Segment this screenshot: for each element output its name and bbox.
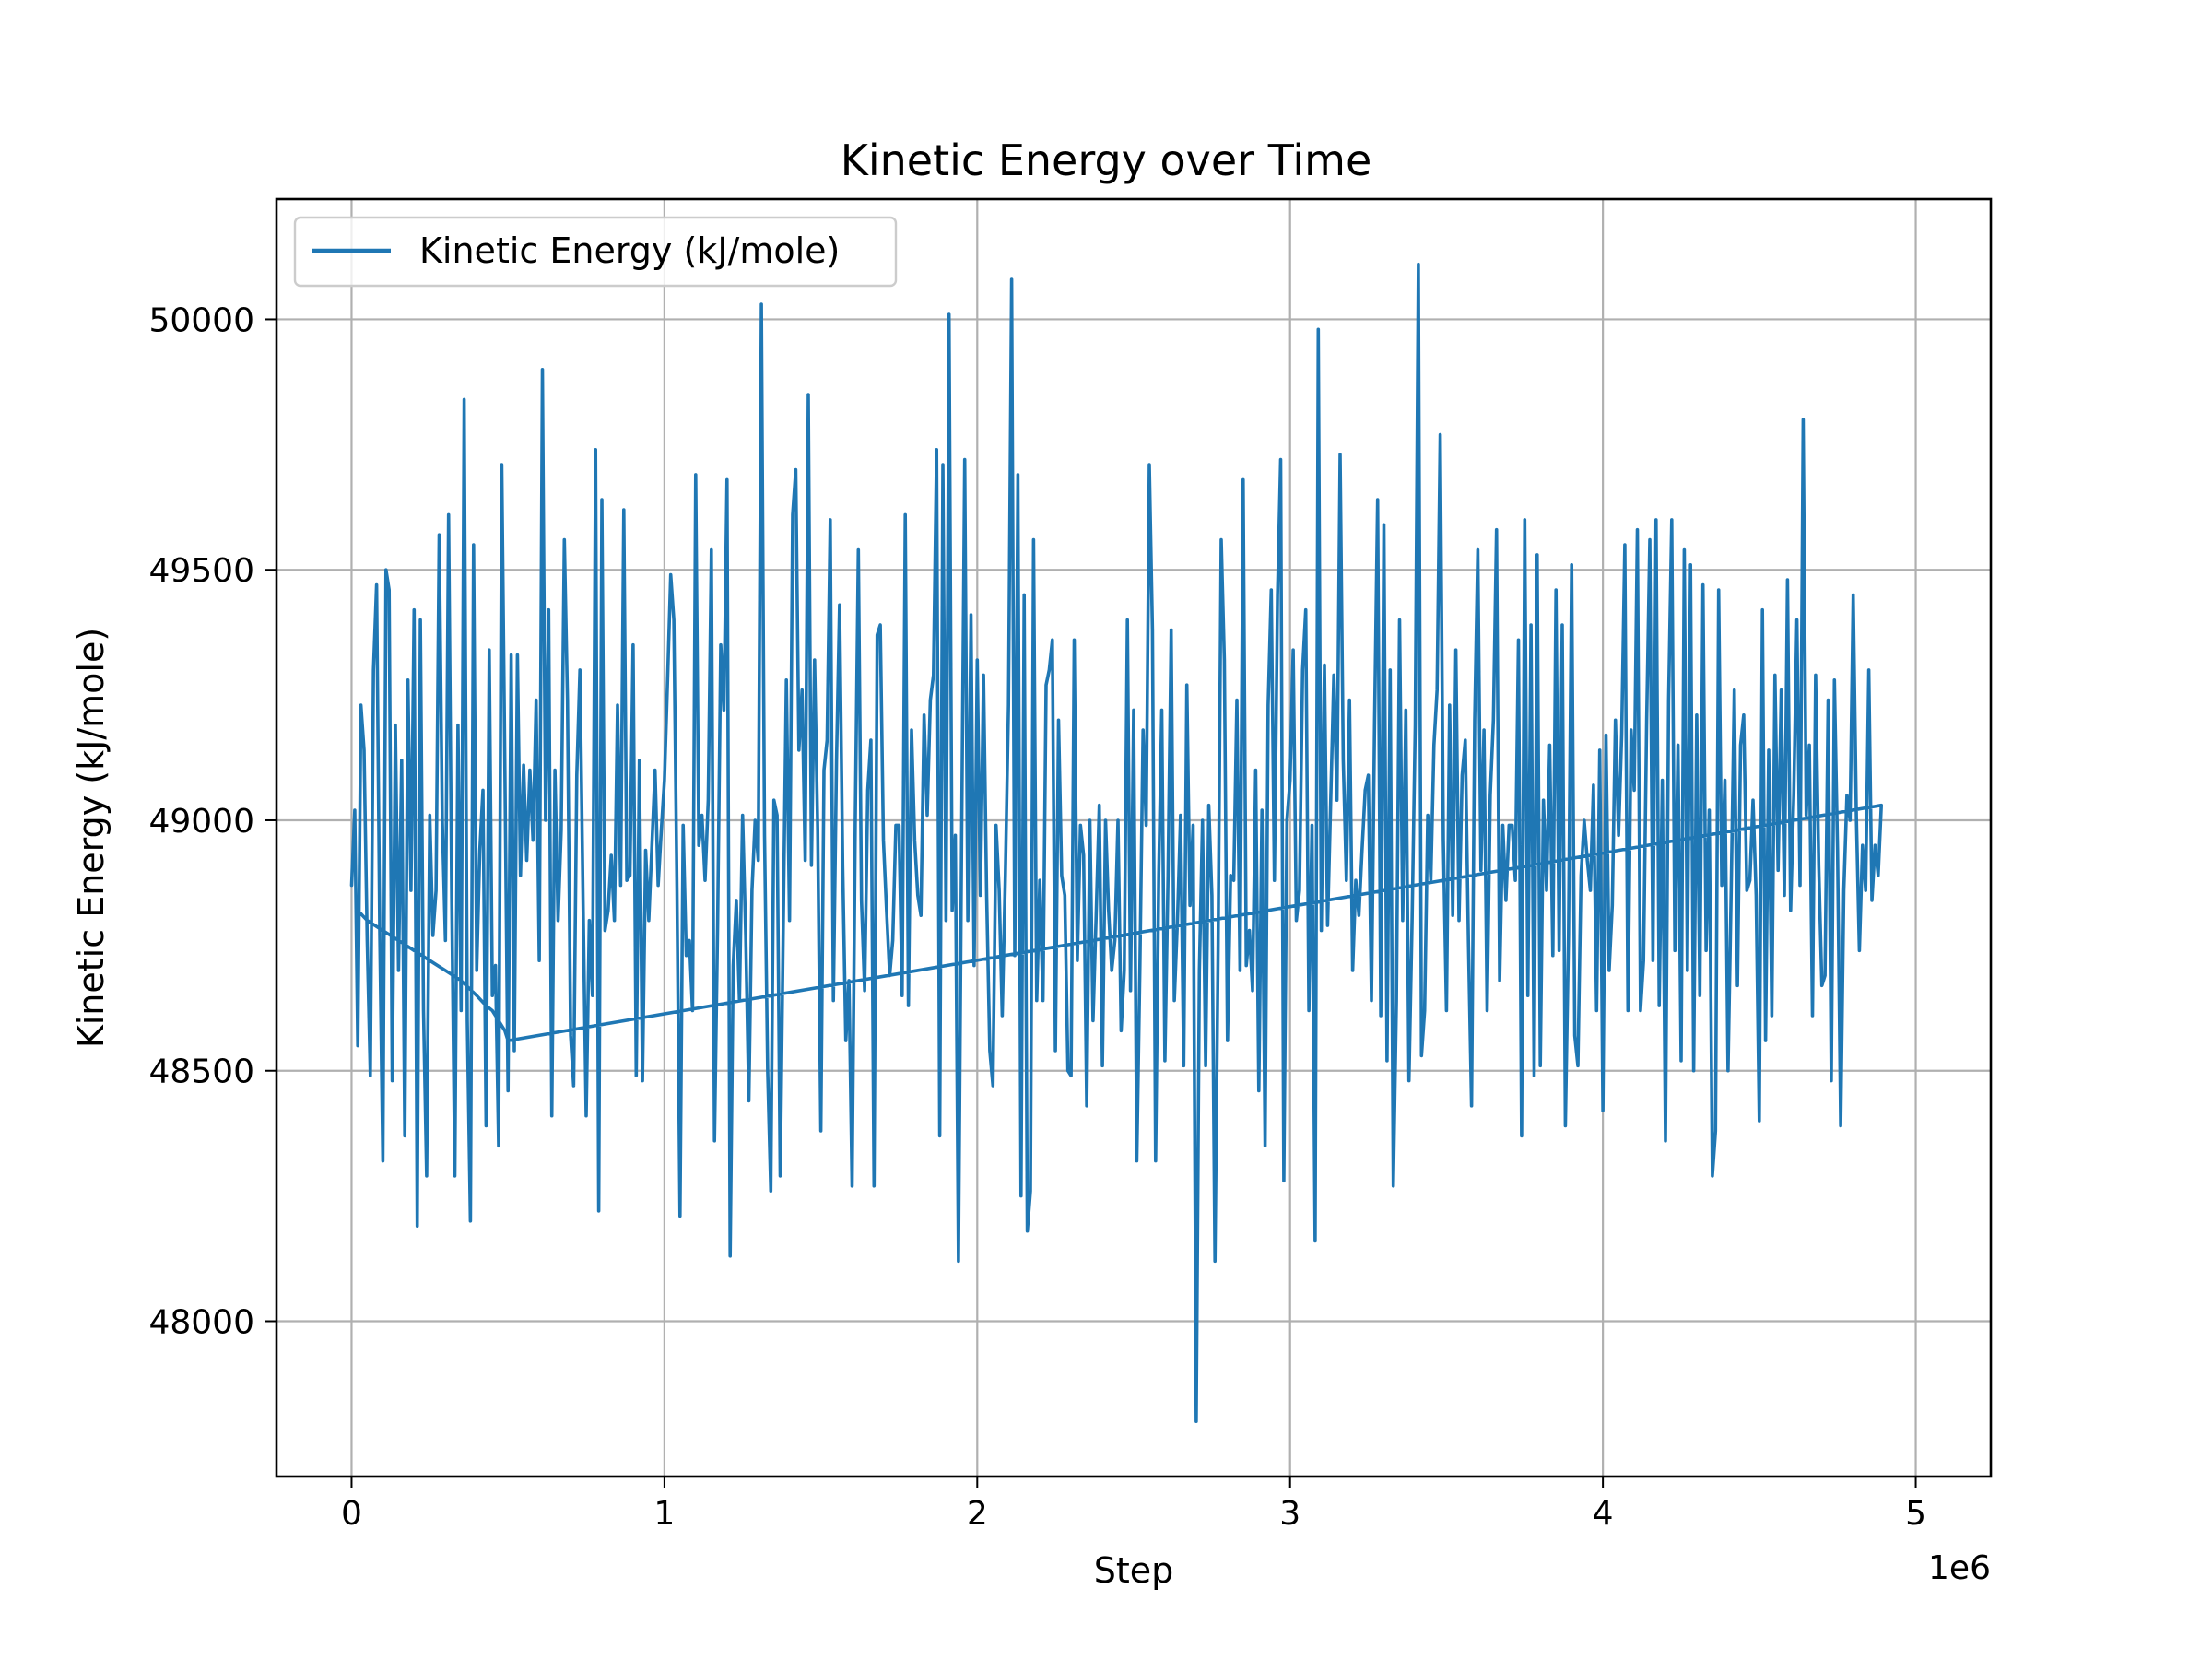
y-tick-label: 49500 xyxy=(148,552,254,590)
x-axis-offset-label: 1e6 xyxy=(1928,1549,1991,1587)
x-axis-label: Step xyxy=(1094,1550,1174,1591)
data-series xyxy=(349,262,1883,1423)
y-tick-label: 48000 xyxy=(148,1304,254,1342)
x-tick-label: 1 xyxy=(653,1495,675,1533)
y-tick-label: 48500 xyxy=(148,1053,254,1091)
chart-title: Kinetic Energy over Time xyxy=(841,135,1372,185)
x-tick-label: 2 xyxy=(967,1495,988,1533)
x-tick-label: 3 xyxy=(1279,1495,1300,1533)
x-axis-ticks: 0 1 2 3 4 5 xyxy=(341,1477,1926,1533)
y-tick-label: 49000 xyxy=(148,803,254,841)
plot-area-frame xyxy=(275,197,1993,1478)
x-tick-label: 4 xyxy=(1593,1495,1614,1533)
y-axis-ticks: 48000 48500 49000 49500 50000 xyxy=(148,301,276,1342)
x-tick-label: 5 xyxy=(1905,1495,1926,1533)
x-tick-label: 0 xyxy=(341,1495,362,1533)
legend: Kinetic Energy (kJ/mole) xyxy=(293,216,898,288)
series-line-kinetic-energy xyxy=(349,262,1883,1423)
y-tick-label: 50000 xyxy=(148,301,254,339)
y-axis-label: Kinetic Energy (kJ/mole) xyxy=(71,628,112,1048)
legend-box xyxy=(293,216,898,288)
legend-entry-label: Kinetic Energy (kJ/mole) xyxy=(419,230,840,271)
